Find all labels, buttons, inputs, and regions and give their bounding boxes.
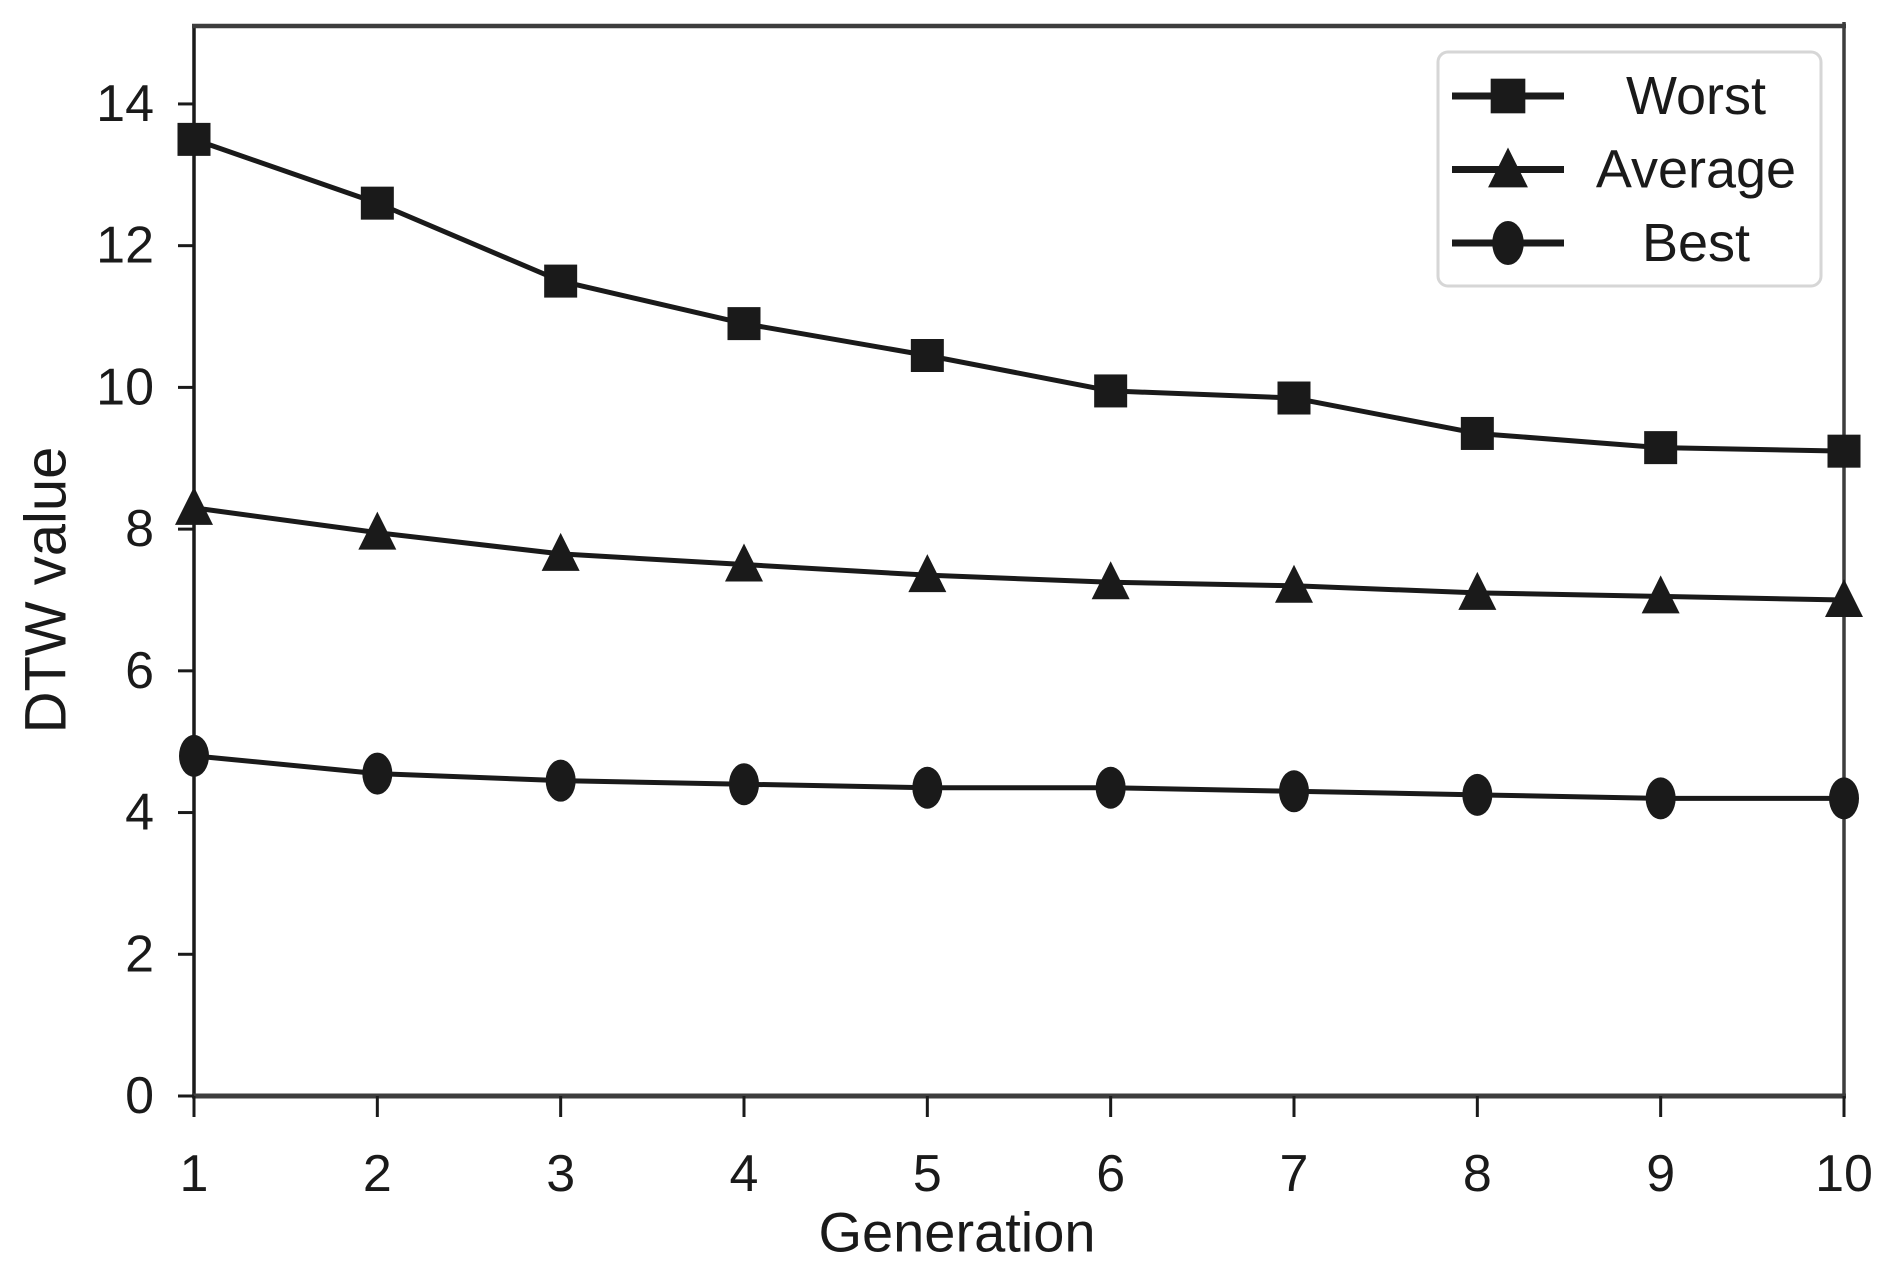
marker-triangle-average	[175, 486, 213, 525]
series-line-best	[191, 753, 1847, 801]
legend-item-worst: Worst	[1452, 66, 1766, 126]
y-tick-label: 8	[125, 500, 154, 558]
marker-square-legend-worst	[1490, 78, 1526, 114]
marker-circle-best	[729, 763, 759, 806]
marker-square-worst	[360, 186, 394, 220]
x-tick-label: 8	[1463, 1145, 1492, 1203]
marker-triangle-average	[541, 532, 580, 571]
marker-triangle-average	[1275, 564, 1313, 603]
marker-circle-best	[1645, 777, 1676, 820]
marker-square-worst	[1094, 374, 1128, 408]
marker-triangle-legend-average	[1488, 147, 1528, 188]
y-tick-label: 14	[96, 75, 154, 133]
legend-item-best: Best	[1452, 213, 1750, 273]
marker-triangle-average	[1641, 575, 1680, 614]
data-series	[175, 122, 1863, 820]
x-tick-label: 10	[1815, 1145, 1873, 1203]
marker-square-worst	[1827, 434, 1861, 468]
marker-circle-legend-best	[1492, 220, 1524, 266]
axis-ticks	[178, 102, 1846, 1117]
legend-label-best: Best	[1642, 213, 1750, 273]
series-line-average	[191, 505, 1847, 603]
y-tick-label: 10	[96, 358, 154, 416]
marker-square-worst	[544, 264, 578, 298]
y-tick-label: 0	[125, 1067, 154, 1125]
x-tick-label: 3	[546, 1145, 575, 1203]
marker-circle-best	[1462, 773, 1493, 816]
x-tick-label: 1	[180, 1145, 209, 1203]
marker-circle-best	[179, 734, 209, 777]
marker-square-worst	[727, 307, 761, 341]
series-average	[175, 486, 1863, 617]
marker-triangle-average	[908, 554, 947, 593]
y-axis-label: DTW value	[14, 447, 79, 734]
marker-circle-best	[1279, 770, 1309, 813]
x-tick-label: 5	[913, 1145, 942, 1203]
marker-circle-best	[362, 752, 393, 795]
y-tick-label: 6	[125, 642, 154, 700]
x-tick-label: 4	[730, 1145, 759, 1203]
marker-circle-best	[1095, 766, 1126, 809]
marker-triangle-average	[1825, 578, 1863, 617]
marker-triangle-average	[1458, 571, 1497, 610]
marker-square-worst	[1460, 416, 1494, 450]
marker-triangle-average	[1091, 561, 1130, 600]
marker-square-worst	[910, 339, 944, 373]
y-tick-label: 12	[96, 217, 154, 275]
x-tick-label: 7	[1280, 1145, 1309, 1203]
marker-square-worst	[177, 122, 211, 156]
x-tick-label: 6	[1096, 1145, 1125, 1203]
legend-box	[1436, 50, 1823, 288]
marker-square-worst	[1277, 381, 1311, 415]
legend-label-worst: Worst	[1626, 66, 1766, 126]
marker-circle-best	[1829, 777, 1859, 820]
y-tick-label: 2	[125, 925, 154, 983]
series-worst	[177, 122, 1861, 468]
series-line-worst	[191, 136, 1847, 454]
series-best	[179, 734, 1859, 820]
marker-circle-best	[545, 759, 576, 802]
legend-label-average: Average	[1596, 140, 1796, 200]
marker-square-worst	[1644, 431, 1678, 465]
y-tick-label: 4	[125, 784, 154, 842]
marker-triangle-average	[358, 511, 397, 550]
x-tick-label: 2	[363, 1145, 392, 1203]
x-axis-label: Generation	[818, 1201, 1095, 1264]
marker-circle-best	[912, 766, 943, 809]
plot-spines	[192, 22, 1846, 1099]
marker-triangle-average	[725, 543, 763, 582]
legend: Worst Average Best	[1436, 50, 1823, 288]
x-tick-label: 9	[1646, 1145, 1675, 1203]
legend-item-average: Average	[1452, 140, 1796, 200]
